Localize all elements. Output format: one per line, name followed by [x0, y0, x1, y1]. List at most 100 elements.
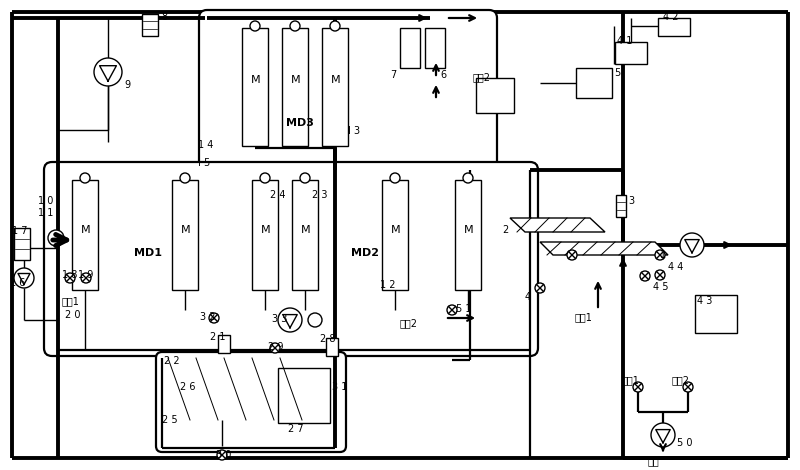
Text: 原水1: 原水1 [622, 375, 640, 385]
Text: 2 8: 2 8 [320, 334, 335, 344]
Circle shape [300, 173, 310, 183]
Circle shape [180, 173, 190, 183]
Text: 2 5: 2 5 [162, 415, 178, 425]
Circle shape [640, 271, 650, 281]
Bar [282, 28, 308, 146]
Circle shape [94, 58, 122, 86]
Bar [576, 68, 612, 98]
Text: M: M [301, 225, 310, 235]
Text: 2 1: 2 1 [210, 332, 226, 342]
Text: 1 4: 1 4 [198, 140, 214, 150]
Text: M: M [81, 225, 90, 235]
FancyBboxPatch shape [44, 162, 538, 356]
Text: 3 2: 3 2 [200, 312, 215, 322]
Text: 原水: 原水 [648, 456, 660, 466]
Text: 1 6: 1 6 [10, 278, 26, 288]
Text: MD2: MD2 [351, 248, 379, 258]
Text: 8: 8 [161, 12, 167, 22]
Text: MD1: MD1 [134, 248, 162, 258]
Text: 4: 4 [525, 292, 531, 302]
Text: 2 7: 2 7 [288, 424, 304, 434]
Text: 3 3: 3 3 [272, 314, 287, 324]
Text: M: M [261, 225, 270, 235]
Circle shape [290, 21, 300, 31]
Text: M: M [391, 225, 401, 235]
Circle shape [270, 343, 280, 353]
Bar [322, 28, 348, 146]
Text: M: M [331, 75, 341, 85]
Circle shape [680, 233, 704, 257]
Text: 5: 5 [614, 68, 620, 78]
Text: 4 1: 4 1 [617, 36, 632, 46]
Circle shape [65, 273, 75, 283]
Text: 6: 6 [440, 70, 446, 80]
Circle shape [81, 273, 91, 283]
Bar [72, 180, 98, 290]
Circle shape [535, 283, 545, 293]
Text: M: M [291, 75, 301, 85]
Circle shape [655, 250, 665, 260]
Bar [278, 368, 330, 423]
Bar [455, 180, 481, 290]
Text: 3 1: 3 1 [332, 382, 347, 392]
Bar [695, 295, 737, 333]
Text: 3 0: 3 0 [216, 450, 231, 460]
Bar [615, 42, 647, 64]
Bar [252, 180, 278, 290]
Text: 1 1: 1 1 [38, 208, 54, 218]
Bar [14, 228, 30, 260]
Bar [382, 180, 408, 290]
FancyBboxPatch shape [199, 10, 497, 183]
Polygon shape [540, 242, 668, 255]
Text: 原水2: 原水2 [473, 72, 491, 82]
Circle shape [390, 173, 400, 183]
Text: 2 0: 2 0 [65, 310, 81, 320]
Text: 1: 1 [660, 250, 666, 260]
Text: 4 3: 4 3 [697, 296, 712, 306]
Circle shape [209, 313, 219, 323]
Bar [218, 335, 230, 353]
Bar [172, 180, 198, 290]
Text: 4 4: 4 4 [668, 262, 683, 272]
Text: I 5: I 5 [198, 158, 210, 168]
Text: 原水1: 原水1 [575, 312, 593, 322]
Bar [142, 14, 158, 36]
Circle shape [463, 173, 473, 183]
Circle shape [80, 173, 90, 183]
Bar [400, 28, 420, 68]
Text: 3: 3 [628, 196, 634, 206]
Circle shape [278, 308, 302, 332]
Circle shape [14, 268, 34, 288]
Circle shape [308, 313, 322, 327]
Text: 1 7: 1 7 [12, 226, 27, 236]
Text: M: M [464, 225, 474, 235]
Circle shape [217, 450, 227, 460]
Text: 蒸汽1: 蒸汽1 [62, 296, 80, 306]
Circle shape [651, 423, 675, 447]
Circle shape [250, 21, 260, 31]
Text: 1 8: 1 8 [62, 270, 78, 280]
Text: 原水2: 原水2 [672, 375, 690, 385]
Text: 1 2: 1 2 [380, 280, 395, 290]
Text: 1 9: 1 9 [78, 270, 94, 280]
Bar [242, 28, 268, 146]
Bar [292, 180, 318, 290]
Text: M: M [251, 75, 261, 85]
Text: 蒸汽2: 蒸汽2 [400, 318, 418, 328]
Polygon shape [510, 218, 605, 232]
Text: 2 3: 2 3 [312, 190, 327, 200]
FancyBboxPatch shape [156, 352, 346, 452]
Text: 9: 9 [124, 80, 130, 90]
Circle shape [260, 173, 270, 183]
Text: I 3: I 3 [348, 126, 360, 136]
Bar [425, 28, 445, 68]
Text: 5 1: 5 1 [456, 304, 471, 314]
Bar [616, 195, 626, 217]
Circle shape [655, 270, 665, 280]
Circle shape [567, 250, 577, 260]
Text: M: M [181, 225, 190, 235]
Bar [658, 18, 690, 36]
Circle shape [48, 230, 64, 246]
Bar [476, 78, 514, 113]
Text: 4 2: 4 2 [663, 12, 678, 22]
